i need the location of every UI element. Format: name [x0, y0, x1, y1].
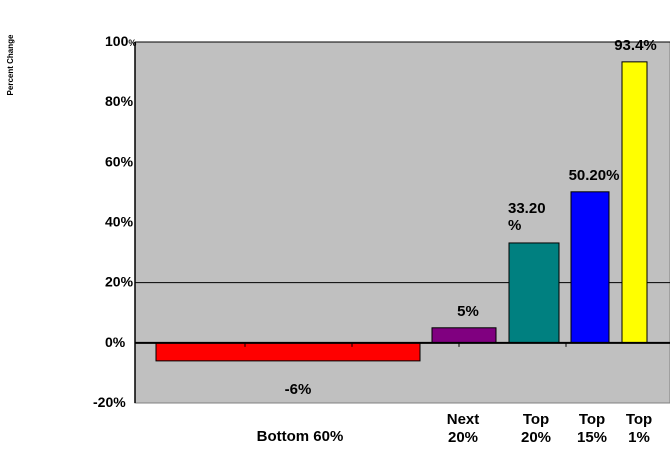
bar — [621, 61, 648, 344]
bar — [570, 191, 610, 344]
category-label: Top 15% — [577, 411, 607, 446]
data-label: 50.20% — [569, 167, 620, 184]
y-tick-label: 60% — [105, 153, 134, 169]
bar — [155, 342, 421, 362]
bar — [508, 242, 560, 344]
category-label: Bottom 60% — [257, 428, 344, 445]
y-tick-label: 100% — [105, 33, 136, 49]
data-label: -6% — [285, 381, 312, 398]
y-tick-label: 0% — [105, 334, 126, 350]
y-tick-label: 40% — [105, 214, 134, 230]
data-label: 33.20% — [508, 200, 546, 234]
category-label: Top 1% — [626, 411, 652, 446]
y-tick-label: 80% — [105, 93, 134, 109]
data-label: 93.4% — [614, 37, 657, 54]
category-label: Next 20% — [447, 411, 480, 446]
y-tick-label: 20% — [105, 274, 134, 290]
bar — [431, 327, 497, 344]
y-axis-title: Percent Change — [6, 34, 15, 95]
data-label: 5% — [457, 303, 479, 320]
y-tick-label: -20% — [93, 394, 126, 410]
category-label: Top 20% — [521, 411, 551, 446]
